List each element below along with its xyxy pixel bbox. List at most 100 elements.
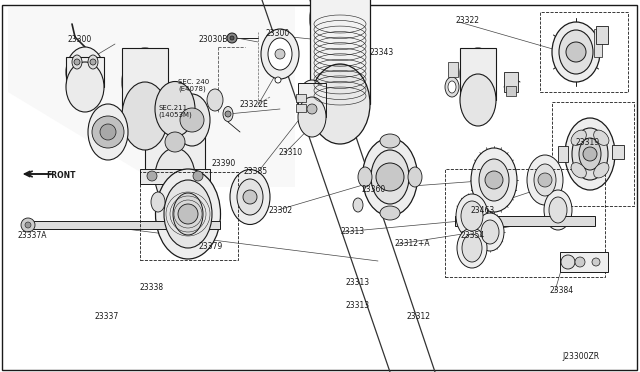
Circle shape: [100, 124, 116, 140]
Ellipse shape: [310, 64, 370, 144]
Ellipse shape: [461, 201, 483, 231]
Text: 23390: 23390: [211, 159, 236, 168]
Ellipse shape: [230, 170, 270, 224]
Text: 23030B: 23030B: [198, 35, 228, 44]
Ellipse shape: [66, 47, 104, 97]
Text: 23313: 23313: [346, 301, 370, 310]
Text: 23463: 23463: [470, 206, 495, 215]
Circle shape: [74, 59, 80, 65]
Text: SEC. 240: SEC. 240: [178, 79, 209, 85]
Ellipse shape: [445, 77, 459, 97]
Bar: [310, 0, 370, 104]
Bar: [140, 169, 210, 184]
Text: 23338: 23338: [140, 283, 164, 292]
Ellipse shape: [579, 138, 601, 170]
Ellipse shape: [72, 55, 82, 69]
Circle shape: [25, 222, 31, 228]
Circle shape: [225, 111, 231, 117]
Ellipse shape: [310, 0, 370, 59]
Ellipse shape: [155, 148, 195, 206]
Bar: [612, 145, 624, 159]
Circle shape: [21, 218, 35, 232]
Circle shape: [538, 173, 552, 187]
Ellipse shape: [448, 81, 456, 93]
Ellipse shape: [549, 197, 567, 223]
Circle shape: [561, 255, 575, 269]
Circle shape: [575, 257, 585, 267]
Ellipse shape: [237, 179, 263, 215]
Text: 23319: 23319: [576, 138, 600, 147]
Circle shape: [243, 190, 257, 204]
Ellipse shape: [122, 82, 168, 150]
Circle shape: [275, 77, 281, 83]
Ellipse shape: [151, 192, 165, 212]
Text: SEC.211: SEC.211: [159, 105, 188, 111]
Circle shape: [165, 132, 185, 152]
Bar: [122, 48, 168, 116]
Text: 23385: 23385: [243, 167, 268, 176]
Text: 23312+A: 23312+A: [395, 239, 431, 248]
Text: J23300ZR: J23300ZR: [562, 352, 599, 361]
Circle shape: [180, 108, 204, 132]
Ellipse shape: [298, 97, 326, 137]
Ellipse shape: [353, 198, 363, 212]
Circle shape: [147, 171, 157, 181]
Circle shape: [583, 147, 597, 161]
Ellipse shape: [122, 48, 168, 116]
Circle shape: [566, 42, 586, 62]
Text: 23302: 23302: [269, 206, 293, 215]
Bar: [145, 109, 205, 177]
Text: 23310: 23310: [278, 148, 303, 157]
Ellipse shape: [371, 150, 409, 204]
Ellipse shape: [572, 128, 608, 180]
Ellipse shape: [408, 167, 422, 187]
Ellipse shape: [88, 55, 98, 69]
Text: 23343: 23343: [370, 48, 394, 57]
Ellipse shape: [565, 118, 615, 190]
Ellipse shape: [380, 206, 400, 220]
Bar: [596, 26, 608, 44]
Text: 23300: 23300: [266, 29, 290, 38]
Ellipse shape: [268, 38, 292, 70]
Text: 23360: 23360: [362, 185, 386, 194]
Ellipse shape: [571, 163, 586, 178]
Text: 23313: 23313: [346, 278, 370, 287]
Ellipse shape: [460, 74, 496, 126]
Ellipse shape: [559, 30, 593, 74]
Bar: [140, 172, 238, 260]
Ellipse shape: [261, 29, 299, 79]
Ellipse shape: [362, 138, 417, 216]
Text: 23354: 23354: [461, 231, 485, 240]
Ellipse shape: [460, 48, 496, 100]
Ellipse shape: [457, 228, 487, 268]
Ellipse shape: [380, 134, 400, 148]
Text: 23379: 23379: [198, 242, 223, 251]
Ellipse shape: [88, 104, 128, 160]
Text: 23322E: 23322E: [240, 100, 269, 109]
Circle shape: [178, 204, 198, 224]
Ellipse shape: [173, 193, 203, 235]
Circle shape: [485, 171, 503, 189]
Bar: [66, 57, 104, 87]
Text: 23337: 23337: [95, 312, 119, 321]
Bar: [296, 104, 306, 112]
Text: 23337A: 23337A: [18, 231, 47, 240]
Bar: [455, 216, 595, 226]
Bar: [296, 94, 306, 102]
Circle shape: [592, 258, 600, 266]
Circle shape: [90, 59, 96, 65]
Bar: [558, 146, 568, 162]
Text: 23322: 23322: [456, 16, 479, 25]
Bar: [298, 83, 326, 117]
Bar: [552, 102, 634, 206]
Bar: [594, 29, 602, 57]
Ellipse shape: [476, 213, 504, 251]
Bar: [25, 221, 220, 229]
Circle shape: [193, 171, 203, 181]
Ellipse shape: [223, 106, 233, 122]
Bar: [460, 48, 496, 100]
Ellipse shape: [207, 89, 223, 111]
Ellipse shape: [594, 130, 609, 145]
Bar: [445, 169, 605, 277]
Ellipse shape: [471, 148, 517, 212]
